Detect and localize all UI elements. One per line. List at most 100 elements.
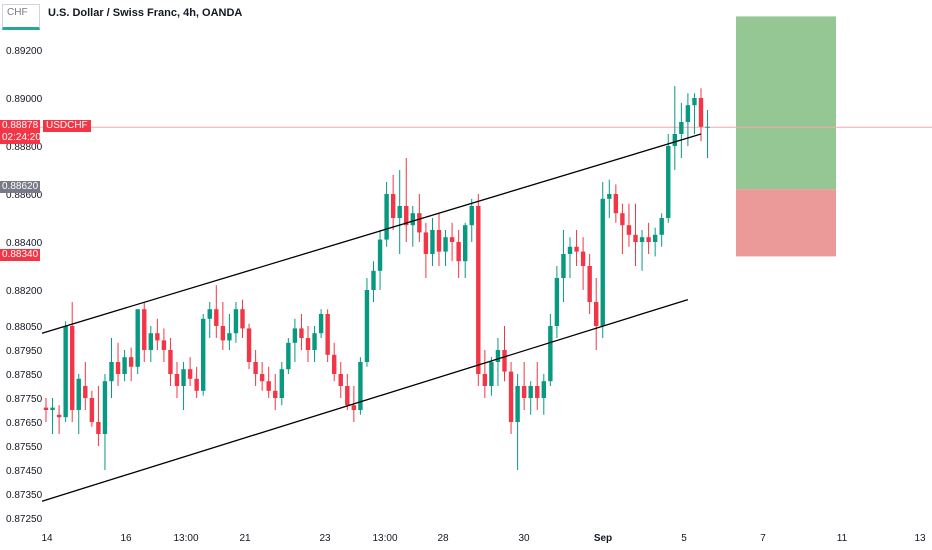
candles	[43, 86, 710, 470]
candle-body-down	[273, 390, 278, 398]
stop-loss-zone	[736, 189, 836, 257]
symbol-search-box[interactable]: CHF	[2, 4, 40, 30]
candle-body-down	[594, 302, 599, 326]
candle-body-down	[96, 422, 101, 434]
candle-body-down	[482, 374, 488, 386]
candle-body-up	[377, 239, 383, 271]
price-tick-label: 0.87350	[6, 490, 43, 501]
candle-body-down	[613, 194, 619, 214]
time-tick-label: 23	[319, 533, 331, 544]
candle-body-down	[240, 309, 245, 329]
candle-body-down	[161, 340, 167, 350]
candle-body-down	[626, 225, 632, 235]
time-tick-label: 16	[120, 533, 132, 544]
candle-body-up	[561, 254, 566, 278]
price-tick-label: 0.87950	[6, 346, 43, 357]
candle-body-down	[587, 266, 592, 302]
candle-body-up	[652, 234, 658, 242]
take-profit-zone	[736, 16, 836, 190]
candle-body-up	[233, 309, 239, 334]
time-tick-label: 14	[41, 533, 53, 544]
candle-body-up	[659, 218, 664, 235]
candle-body-up	[567, 246, 573, 254]
candle-body-down	[89, 398, 95, 422]
time-tick-label: 5	[681, 533, 687, 544]
candle-body-down	[417, 213, 422, 233]
candle-body-up	[692, 98, 697, 106]
candle-body-down	[142, 309, 147, 350]
candle-body-up	[364, 290, 370, 362]
candle-body-up	[76, 378, 81, 410]
candle-body-down	[128, 357, 134, 367]
candle-body-up	[318, 314, 324, 334]
candle-body-up	[358, 362, 363, 410]
candle-body-down	[456, 242, 461, 262]
time-tick-label: 28	[437, 533, 449, 544]
time-tick-label: 13	[914, 533, 926, 544]
candle-body-down	[168, 350, 173, 374]
candle-body-down	[246, 328, 252, 362]
candle-body-up	[489, 362, 494, 386]
candle-body-up	[63, 326, 68, 418]
candle-body-up	[685, 105, 691, 122]
price-tick-label: 0.87250	[6, 514, 43, 525]
trendlines	[41, 133, 702, 502]
price-tick-label: 0.89000	[6, 94, 43, 105]
candle-body-down	[351, 405, 357, 410]
countdown-tag: 02:24:20	[0, 132, 41, 144]
candle-body-up	[371, 270, 376, 290]
candle-body-up	[430, 230, 435, 254]
candle-body-down	[646, 237, 651, 242]
time-tick-label: 13:00	[173, 533, 198, 544]
price-tick-label: 0.87850	[6, 370, 43, 381]
stop-loss-marker: 0.88340	[0, 249, 40, 261]
candle-body-up	[607, 194, 612, 199]
candle-body-down	[449, 237, 455, 242]
time-tick-label: 30	[518, 533, 530, 544]
candle-body-up	[207, 309, 212, 319]
candle-body-down	[253, 362, 258, 374]
price-tick-label: 0.87550	[6, 442, 43, 453]
candle-body-up	[548, 326, 553, 382]
candle-body-down	[83, 386, 88, 398]
candle-body-up	[672, 134, 677, 146]
candle-body-up	[102, 381, 108, 434]
take-profit-marker: 0.88620	[0, 181, 40, 193]
candle-body-up	[227, 333, 232, 341]
candle-body-up	[109, 362, 114, 382]
candle-body-down	[194, 378, 199, 391]
candle-body-up	[463, 225, 468, 262]
candle-body-up	[384, 194, 389, 240]
candle-body-down	[56, 414, 62, 418]
time-tick-label: 11	[837, 533, 848, 544]
candle-body-up	[679, 122, 684, 134]
price-tick-label: 0.87450	[6, 466, 43, 477]
candle-body-down	[214, 309, 219, 326]
candle-body-up	[292, 328, 298, 343]
candle-body-down	[345, 386, 350, 406]
candle-body-up	[135, 309, 140, 367]
candle-body-down	[299, 328, 304, 338]
channel-upper-line	[41, 133, 702, 334]
candle-body-down	[266, 381, 271, 391]
candle-body-up	[639, 237, 645, 242]
candle-body-down	[476, 206, 481, 374]
candle-body-down	[423, 232, 429, 254]
candle-body-down	[390, 194, 396, 218]
candle-body-down	[436, 230, 442, 252]
time-axis: 14 16 13:00 21 23 13:00 28 30 Sep 5 7 11 13	[41, 533, 926, 544]
candle-body-up	[495, 350, 501, 362]
candle-body-up	[148, 333, 153, 350]
price-tick-label: 0.87650	[6, 418, 43, 429]
price-tick-label: 0.87750	[6, 394, 43, 405]
symbol-search-text: CHF	[7, 7, 28, 18]
candle-body-down	[155, 333, 160, 341]
price-tick-label: 0.88050	[6, 322, 43, 333]
candle-body-down	[70, 326, 75, 410]
candle-body-down	[174, 374, 180, 386]
channel-lower-line	[41, 298, 689, 502]
candle-body-up	[600, 198, 605, 326]
candle-body-down	[404, 206, 409, 226]
candle-body-down	[259, 374, 265, 382]
